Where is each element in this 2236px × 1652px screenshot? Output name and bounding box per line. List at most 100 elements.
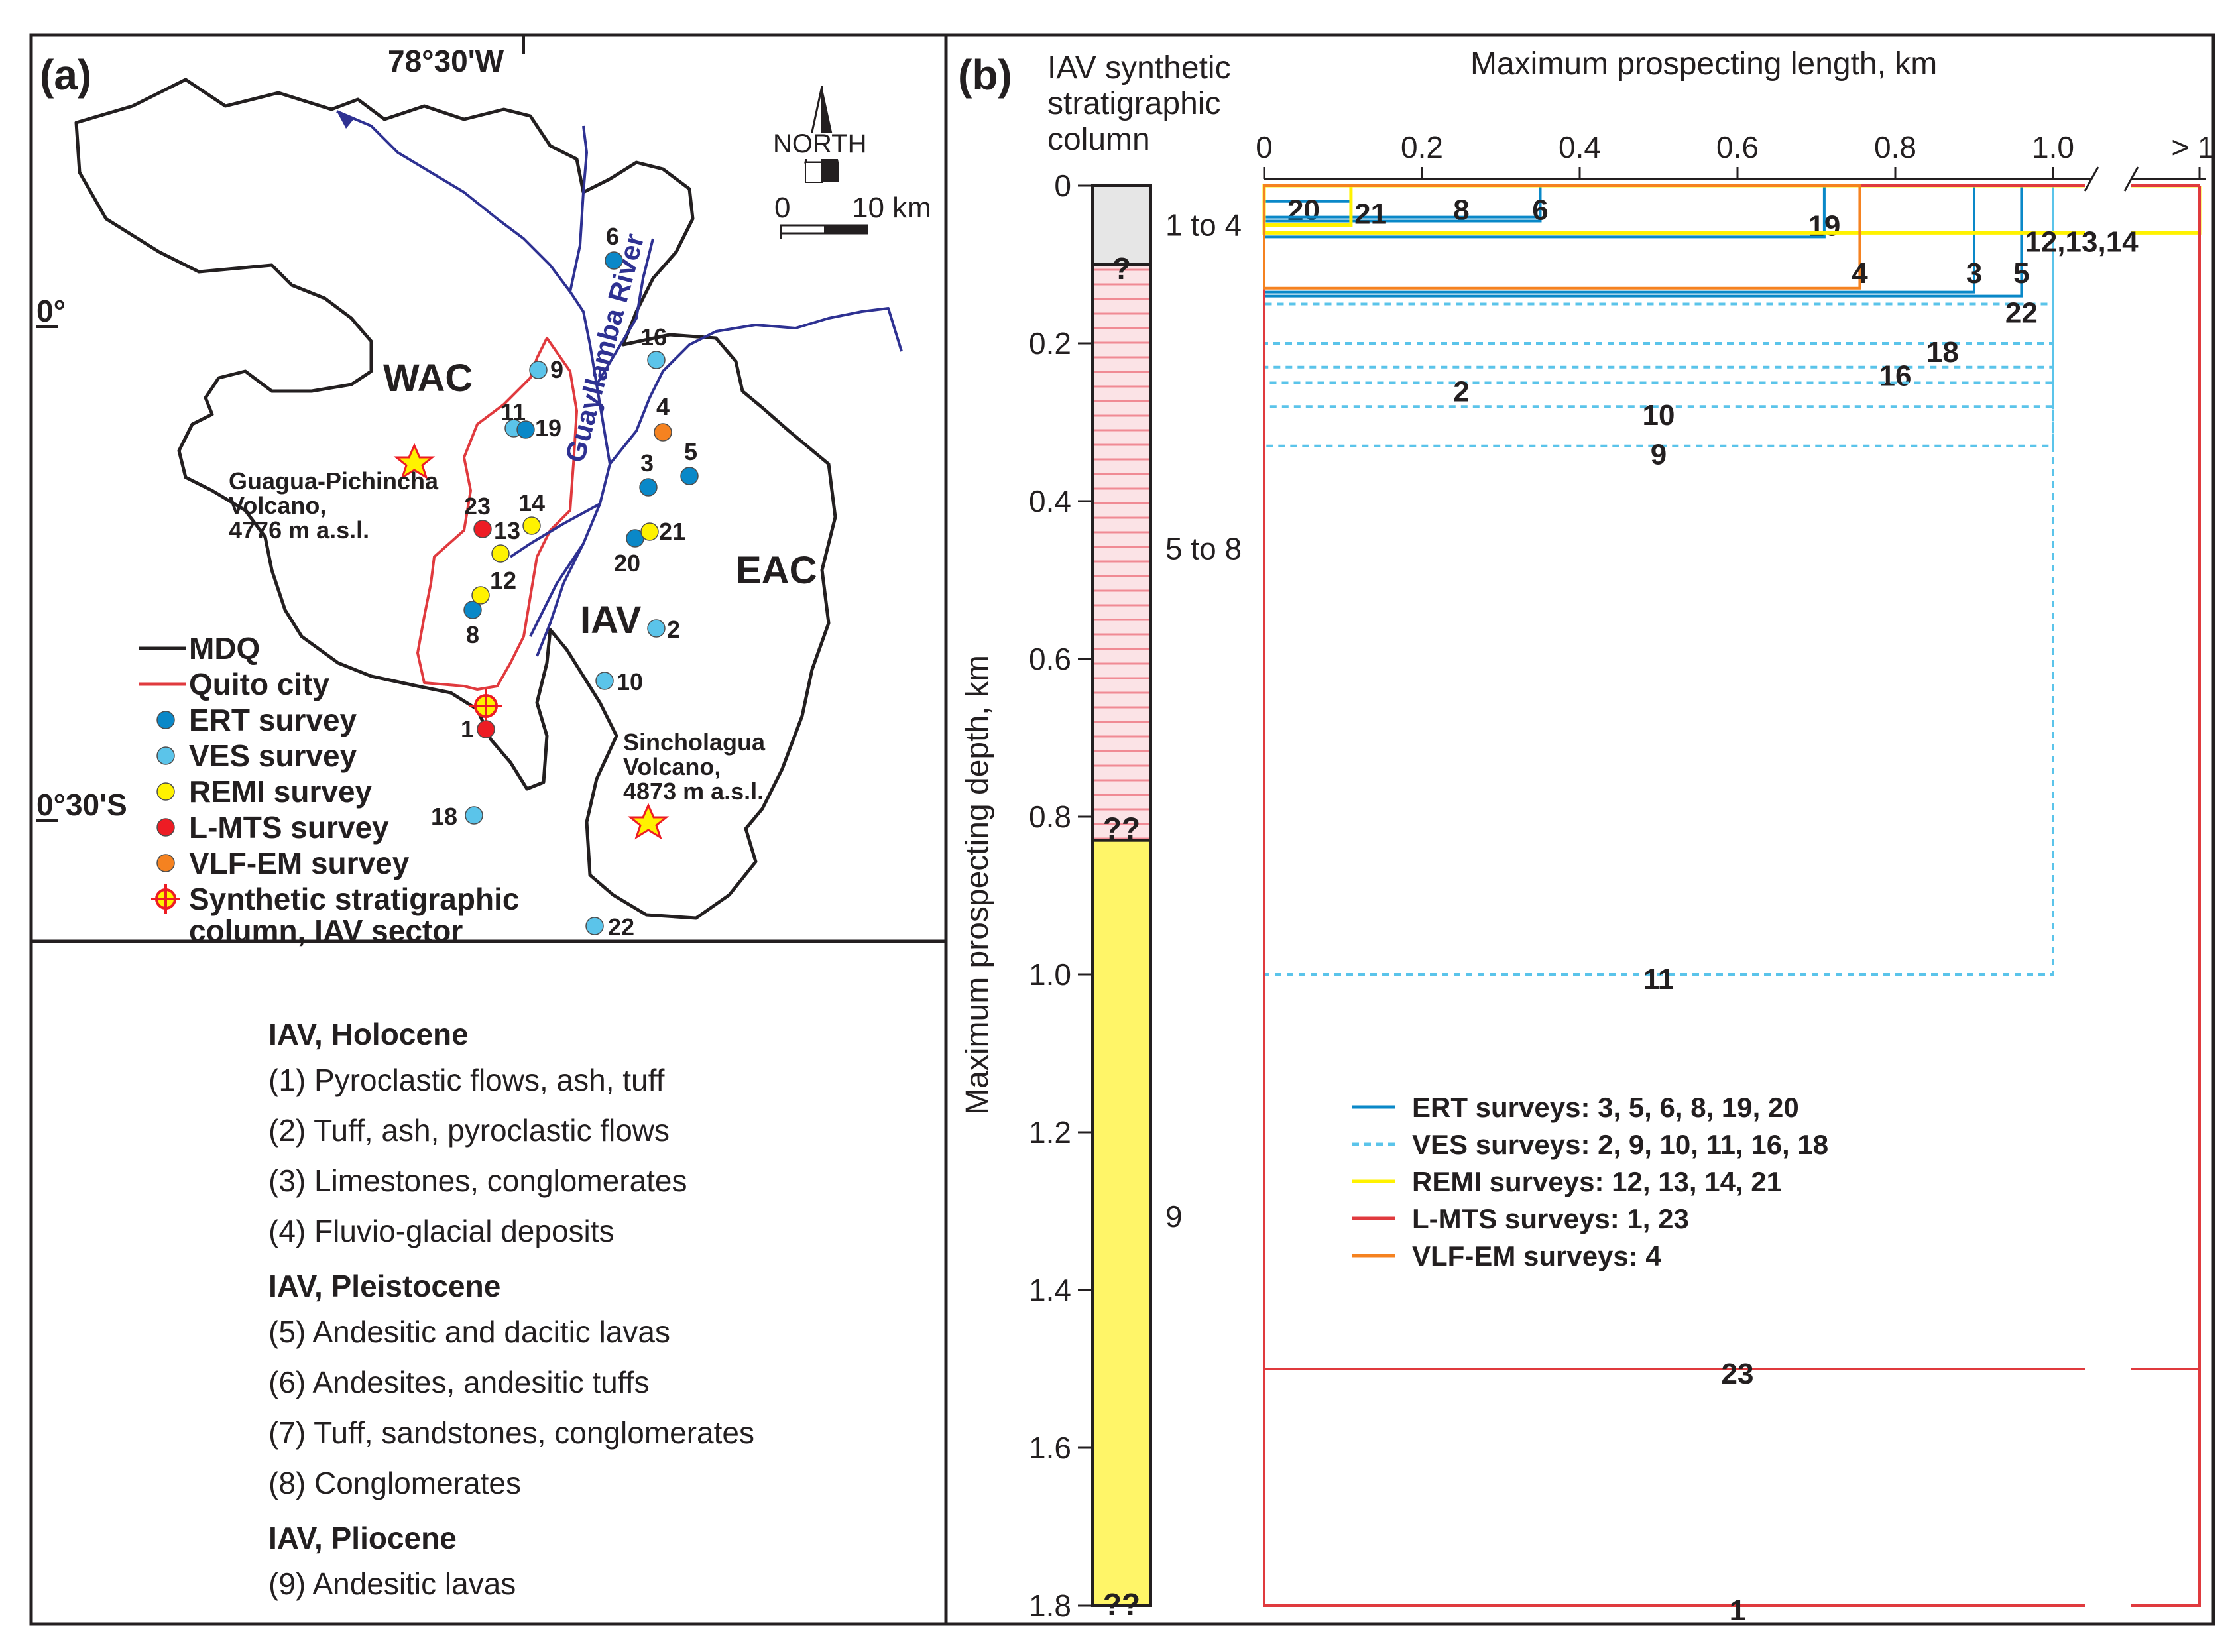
survey-point-14 — [522, 516, 541, 535]
chart-legend-vlf-em-label: VLF-EM surveys: 4 — [1412, 1240, 1661, 1271]
axis-break-right — [2123, 166, 2139, 192]
unit-3: (3) Limestones, conglomerates — [268, 1163, 687, 1198]
survey-box-remi-12-13-14-label: 12,13,14 — [2025, 225, 2139, 258]
y-tick-label-0.8: 0.8 — [1029, 799, 1071, 834]
survey-box-l-mts-1-label: 1 — [1730, 1594, 1745, 1627]
x-tick-label-0.2: 0.2 — [1401, 130, 1443, 164]
column-title-line-3: column — [1047, 122, 1150, 157]
era-pliocene: IAV, Pliocene — [268, 1521, 457, 1555]
scale-ten-km: 10 km — [852, 192, 931, 224]
x-tick-label-0.6: 0.6 — [1716, 130, 1759, 164]
unit-1: (1) Pyroclastic flows, ash, tuff — [268, 1063, 665, 1097]
map-legend-ert-survey-label: ERT survey — [189, 703, 357, 737]
survey-point-13 — [491, 544, 510, 563]
survey-box-l-mts-1 — [1263, 184, 2201, 1607]
column-bottom-marker: ?? — [1103, 1587, 1140, 1622]
era-pleistocene: IAV, Pleistocene — [268, 1269, 501, 1303]
guagua-pichincha-volcano-icon — [393, 443, 436, 480]
survey-point-19 — [516, 420, 535, 439]
survey-point-label-14: 14 — [518, 489, 545, 516]
y-tick-label-0.4: 0.4 — [1029, 484, 1071, 518]
map-legend-vlf-em-survey-label: VLF-EM survey — [189, 846, 410, 880]
survey-point-label-11: 11 — [500, 398, 526, 426]
unit-9: (9) Andesitic lavas — [268, 1566, 516, 1601]
map-legend-l-mts-survey-label: L-MTS survey — [189, 810, 389, 845]
y-tick-label-0.6: 0.6 — [1029, 642, 1071, 676]
survey-point-label-23: 23 — [464, 493, 491, 520]
column-marker-3: ?? — [1103, 811, 1140, 846]
survey-point-16 — [647, 351, 666, 369]
x-axis-title: Maximum prospecting length, km — [1470, 46, 1937, 82]
north-arrow: NORTH — [773, 86, 866, 183]
axis-break-left — [2084, 166, 2099, 192]
survey-point-label-16: 16 — [640, 324, 667, 351]
y-tick-label-0.2: 0.2 — [1029, 326, 1071, 361]
survey-point-label-8: 8 — [466, 621, 479, 648]
survey-box-remi-21-label: 21 — [1354, 198, 1387, 231]
survey-point-label-6: 6 — [606, 223, 619, 250]
column-layer-units-1: 1 to 4 — [1165, 208, 1242, 243]
column-title-line-1: IAV synthetic — [1047, 50, 1231, 86]
scale-zero: 0 — [774, 192, 790, 224]
survey-point-23 — [473, 520, 492, 538]
survey-point-3 — [639, 478, 658, 497]
survey-point-label-4: 4 — [656, 393, 670, 420]
synthetic-column-target-icon — [469, 689, 502, 723]
x-tick-label-0.8: 0.8 — [1874, 130, 1916, 164]
survey-box-ves-16-label: 16 — [1879, 360, 1912, 392]
survey-box-ves-22-label: 22 — [2005, 296, 2038, 329]
stratigraphic-column: 1 to 4 5 to 8? 9???? — [1091, 184, 1242, 1622]
unit-2: (2) Tuff, ash, pyroclastic flows — [268, 1113, 670, 1148]
map-legend-vlf-em-survey-swatch — [156, 854, 175, 872]
region-eac: EAC — [736, 549, 817, 592]
survey-box-ert-3-label: 3 — [1966, 257, 1982, 290]
survey-point-1 — [477, 720, 495, 738]
longitude-label: 78°30'W — [388, 44, 504, 78]
column-layer-3 — [1091, 839, 1152, 1607]
survey-point-6 — [605, 251, 623, 270]
chart-legend: ERT surveys: 3, 5, 6, 8, 19, 20 VES surve… — [1352, 1092, 1828, 1271]
column-marker-2: ? — [1112, 251, 1131, 286]
survey-point-label-1: 1 — [461, 715, 474, 742]
map-legend-ves-survey-label: VES survey — [189, 738, 357, 773]
unit-8: (8) Conglomerates — [268, 1466, 521, 1500]
survey-point-label-5: 5 — [684, 438, 697, 465]
survey-box-ves-9-label: 9 — [1651, 439, 1667, 471]
panel-b-label: (b) — [958, 51, 1012, 99]
survey-point-label-22: 22 — [608, 914, 634, 941]
map-legend-synthetic-stratigraphic-label: Synthetic stratigraphic — [189, 882, 519, 916]
survey-point-label-19: 19 — [535, 414, 561, 442]
chart-frame — [944, 33, 2215, 1626]
survey-point-5 — [680, 467, 699, 485]
survey-box-ves-10-label: 10 — [1643, 399, 1675, 432]
chart-legend-ves-label: VES surveys: 2, 9, 10, 11, 16, 18 — [1412, 1129, 1828, 1160]
unit-6: (6) Andesites, andesitic tuffs — [268, 1365, 650, 1399]
survey-point-2 — [647, 619, 666, 638]
survey-box-ves-18-label: 18 — [1926, 336, 1959, 369]
y-tick-label-1.0: 1.0 — [1029, 957, 1071, 992]
map-legend-l-mts-survey-swatch — [156, 818, 175, 837]
survey-point-label-3: 3 — [640, 449, 654, 477]
map-legend-remi-survey-label: REMI survey — [189, 774, 373, 809]
survey-point-label-9: 9 — [550, 356, 563, 383]
survey-point-4 — [654, 423, 672, 442]
volcano-west-type: Volcano, — [229, 492, 326, 519]
survey-box-ves-11-label: 11 — [1643, 963, 1675, 996]
unit-7: (7) Tuff, sandstones, conglomerates — [268, 1415, 754, 1450]
quito-city-boundary — [416, 337, 578, 691]
survey-point-18 — [465, 806, 483, 825]
survey-box-vlf-em-4 — [1263, 184, 1861, 290]
unit-4: (4) Fluvio-glacial deposits — [268, 1214, 615, 1248]
x-overflow-label: > 1 — [2171, 130, 2214, 164]
column-layer-units-2: 5 to 8 — [1165, 531, 1242, 565]
region-wac: WAC — [383, 357, 473, 400]
column-layer-units-3: 9 — [1165, 1199, 1183, 1234]
volcano-east-type: Volcano, — [623, 753, 721, 780]
mdq-boundary — [74, 78, 837, 920]
survey-point-label-10: 10 — [617, 668, 643, 695]
map-legend-quito-city-label: Quito city — [189, 667, 330, 701]
chart-legend-remi-label: REMI surveys: 12, 13, 14, 21 — [1412, 1166, 1782, 1197]
